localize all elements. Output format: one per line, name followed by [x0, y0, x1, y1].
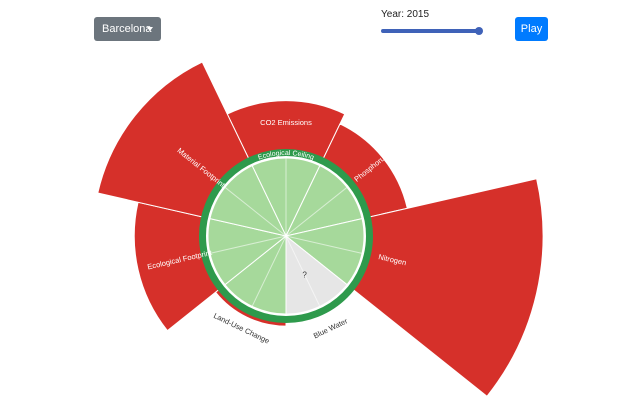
inner-wedge-divider [209, 235, 287, 254]
segment-label-co2-emissions: CO2 Emissions [260, 118, 312, 127]
inner-wedge-divider [285, 235, 363, 254]
chevron-down-icon [147, 27, 153, 31]
inner-wedge-divider [224, 186, 287, 237]
ecological-ceiling-ring [199, 149, 373, 323]
year-slider-thumb[interactable] [475, 27, 483, 35]
inner-wedge-divider [285, 235, 321, 307]
unknown-marker: ? [302, 271, 307, 280]
year-slider[interactable] [381, 27, 483, 35]
inner-wedge-divider [285, 186, 348, 237]
city-dropdown-label: Barcelona [102, 23, 152, 35]
city-dropdown[interactable]: Barcelona [94, 17, 161, 41]
year-label: Year: 2015 [381, 9, 430, 20]
play-button[interactable]: Play [515, 17, 548, 41]
inner-wedge-divider [251, 235, 287, 307]
segment-label-blue-water: Blue Water [312, 316, 350, 340]
ecological-ceiling-label: Ecological Ceiling [257, 150, 315, 162]
